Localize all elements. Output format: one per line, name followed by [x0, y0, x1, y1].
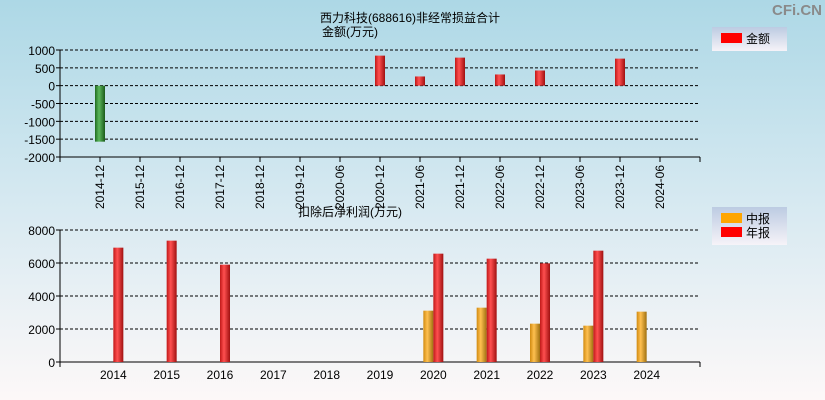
- x-tick-label: 2023: [580, 368, 607, 382]
- x-tick-label: 2022-12: [533, 165, 547, 209]
- y-tick-label: 6000: [28, 257, 55, 271]
- bar-2022-06: [495, 74, 505, 86]
- y-tick-label: -2000: [24, 151, 55, 165]
- x-tick-label: 2022: [527, 368, 554, 382]
- legend-label-annual: 年报: [746, 225, 770, 240]
- x-tick-label: 2015-12: [133, 165, 147, 209]
- bar-interim-2021: [476, 307, 487, 362]
- bar-annual-2014: [113, 247, 124, 362]
- legend-label-interim: 中报: [746, 211, 770, 226]
- legend-swatch-annual: [721, 227, 742, 237]
- chart1-legend: 金额: [712, 27, 787, 51]
- x-tick-label: 2020-12: [373, 165, 387, 209]
- x-tick-label: 2021-12: [453, 165, 467, 209]
- y-tick-label: 0: [48, 356, 55, 370]
- bar-2021-06: [415, 76, 425, 86]
- bar-interim-2022: [530, 323, 540, 362]
- y-tick-label: 0: [48, 80, 55, 94]
- y-tick-label: 500: [35, 62, 55, 76]
- y-tick-label: 4000: [28, 290, 55, 304]
- x-tick-label: 2019: [367, 368, 394, 382]
- bar-2023-12: [615, 58, 625, 86]
- chart2-legend: 中报 年报: [712, 207, 787, 245]
- bar-annual-2020: [433, 253, 444, 362]
- x-tick-label: 2015: [153, 368, 180, 382]
- x-tick-label: 2014-12: [93, 165, 107, 209]
- chart1-title: 西力科技(688616)非经常损益合计: [320, 10, 500, 25]
- legend-swatch-interim: [721, 213, 742, 223]
- x-tick-label: 2024-06: [653, 165, 667, 209]
- y-tick-label: 8000: [28, 224, 55, 238]
- bar-annual-2016: [220, 264, 230, 362]
- x-tick-label: 2021-06: [413, 165, 427, 209]
- y-tick-label: -1500: [24, 133, 55, 147]
- y-tick-label: -1000: [24, 115, 55, 129]
- bar-2020-12: [375, 55, 385, 86]
- bar-2021-12: [455, 57, 465, 86]
- x-tick-label: 2023-12: [613, 165, 627, 209]
- x-tick-label: 2021: [473, 368, 500, 382]
- bar-interim-2023: [583, 325, 594, 362]
- chart1-ylabel: 金额(万元): [322, 24, 378, 39]
- bar-annual-2022: [540, 263, 550, 362]
- bar-2022-12: [535, 70, 545, 86]
- legend-swatch-amount: [721, 33, 742, 43]
- x-tick-label: 2022-06: [493, 165, 507, 209]
- legend-label-amount: 金额: [746, 31, 770, 46]
- x-tick-label: 2017-12: [213, 165, 227, 209]
- bar-interim-2024: [636, 311, 647, 362]
- bar-annual-2023: [593, 250, 604, 362]
- x-tick-label: 2023-06: [573, 165, 587, 209]
- y-tick-label: 2000: [28, 323, 55, 337]
- y-tick-label: 1000: [28, 44, 55, 58]
- bar-annual-2021: [486, 258, 497, 362]
- x-tick-label: 2024: [633, 368, 660, 382]
- x-tick-label: 2019-12: [293, 165, 307, 209]
- chart2-title: 扣除后净利润(万元): [298, 204, 402, 219]
- x-tick-label: 2017: [260, 368, 287, 382]
- watermark: CFi.CN: [772, 2, 822, 19]
- x-tick-label: 2020-06: [333, 165, 347, 209]
- bar-annual-2015: [166, 240, 177, 362]
- x-tick-label: 2016: [207, 368, 234, 382]
- x-tick-label: 2020: [420, 368, 447, 382]
- y-tick-label: -500: [31, 98, 55, 112]
- x-tick-label: 2014: [100, 368, 127, 382]
- bar-interim-2020: [423, 310, 434, 362]
- bar-2014-12: [95, 85, 105, 142]
- x-tick-label: 2018: [313, 368, 340, 382]
- x-tick-label: 2016-12: [173, 165, 187, 209]
- x-tick-label: 2018-12: [253, 165, 267, 209]
